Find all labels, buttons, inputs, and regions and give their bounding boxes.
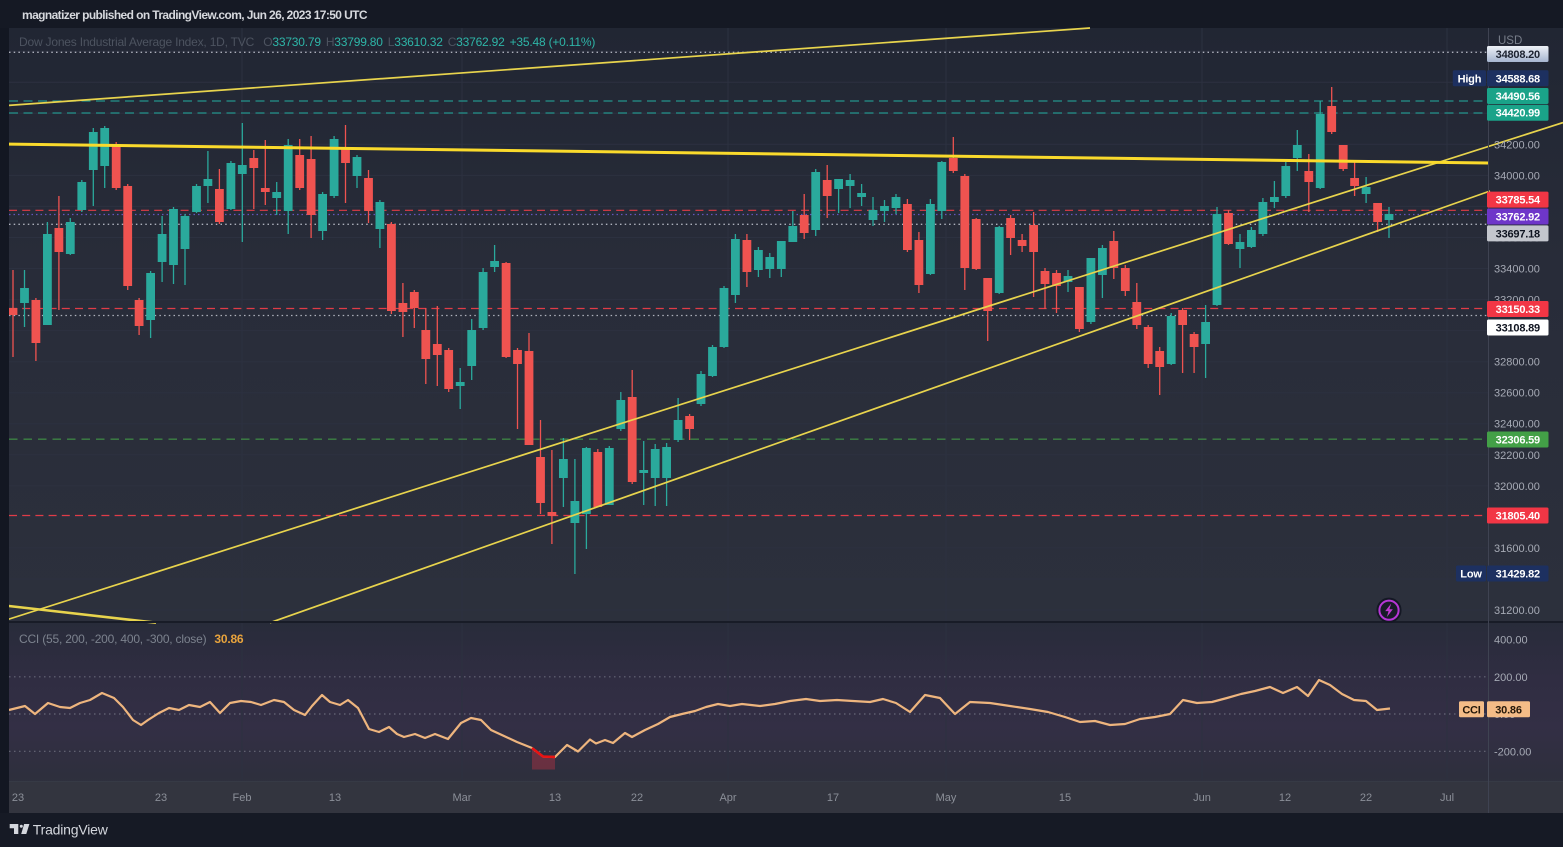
svg-text:32600.00: 32600.00	[1494, 388, 1540, 400]
svg-text:33785.54: 33785.54	[1496, 195, 1541, 207]
svg-text:34000.00: 34000.00	[1494, 170, 1540, 182]
svg-text:33150.33: 33150.33	[1496, 304, 1540, 316]
svg-text:13: 13	[329, 792, 341, 804]
svg-text:TradingView: TradingView	[33, 822, 109, 838]
svg-text:33108.89: 33108.89	[1496, 323, 1540, 335]
svg-text:Low: Low	[1460, 569, 1482, 581]
svg-text:Jul: Jul	[1440, 792, 1454, 804]
svg-text:32000.00: 32000.00	[1494, 481, 1540, 493]
svg-text:34808.20: 34808.20	[1496, 49, 1540, 61]
svg-text:32800.00: 32800.00	[1494, 357, 1540, 369]
svg-text:CCI: CCI	[1462, 704, 1480, 716]
svg-text:17: 17	[827, 792, 839, 804]
svg-text:30.86: 30.86	[1495, 704, 1522, 716]
svg-text:33762.92: 33762.92	[1496, 212, 1540, 224]
svg-text:33697.18: 33697.18	[1496, 228, 1540, 240]
svg-text:magnatizer published on Tradin: magnatizer published on TradingView.com,…	[22, 8, 368, 22]
svg-text:Apr: Apr	[719, 792, 736, 804]
svg-text:32400.00: 32400.00	[1494, 419, 1540, 431]
svg-text:200.00: 200.00	[1494, 672, 1528, 684]
svg-text:33400.00: 33400.00	[1494, 264, 1540, 276]
svg-text:USD: USD	[1498, 35, 1522, 47]
svg-text:High: High	[1458, 73, 1482, 85]
svg-text:Feb: Feb	[233, 792, 252, 804]
svg-text:31805.40: 31805.40	[1496, 511, 1540, 523]
svg-text:Jun: Jun	[1193, 792, 1211, 804]
svg-text:15: 15	[1059, 792, 1071, 804]
svg-text:31200.00: 31200.00	[1494, 605, 1540, 617]
svg-text:34588.68: 34588.68	[1496, 73, 1540, 85]
svg-text:May: May	[936, 792, 957, 804]
svg-text:32200.00: 32200.00	[1494, 450, 1540, 462]
svg-text:Dow Jones Industrial Average I: Dow Jones Industrial Average Index, 1D, …	[19, 35, 595, 49]
svg-text:31429.82: 31429.82	[1496, 569, 1540, 581]
svg-text:-200.00: -200.00	[1494, 746, 1531, 758]
svg-text:Mar: Mar	[453, 792, 472, 804]
svg-text:13: 13	[549, 792, 561, 804]
svg-text:34420.99: 34420.99	[1496, 108, 1540, 120]
svg-text:22: 22	[1360, 792, 1372, 804]
svg-text:22: 22	[631, 792, 643, 804]
svg-text:CCI (55, 200, -200, 400, -300,: CCI (55, 200, -200, 400, -300, close) 30.…	[19, 632, 244, 646]
svg-text:23: 23	[12, 792, 24, 804]
svg-text:23: 23	[155, 792, 167, 804]
svg-text:31600.00: 31600.00	[1494, 543, 1540, 555]
svg-text:34490.56: 34490.56	[1496, 91, 1540, 103]
svg-text:400.00: 400.00	[1494, 635, 1528, 647]
svg-text:12: 12	[1279, 792, 1291, 804]
svg-text:32306.59: 32306.59	[1496, 435, 1540, 447]
svg-text:34200.00: 34200.00	[1494, 139, 1540, 151]
